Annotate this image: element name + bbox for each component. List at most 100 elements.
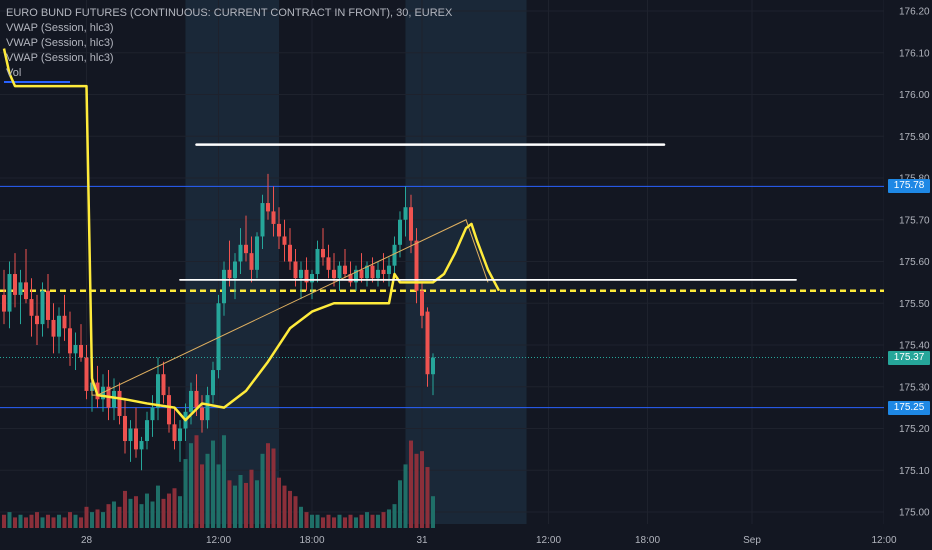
candle-body (194, 390, 199, 408)
volume-bar (370, 514, 375, 528)
candle-body (299, 269, 303, 279)
candle-body (35, 315, 39, 325)
candle-body (211, 370, 215, 396)
indicator-vwap-2[interactable]: VWAP (Session, hlc3) (6, 37, 114, 49)
volume-bar (84, 506, 89, 528)
volume-bar (304, 512, 309, 528)
candle-body (282, 236, 287, 245)
candle-body (348, 274, 353, 283)
candle-body (112, 390, 116, 408)
volume-bar (315, 514, 320, 528)
volume-bar (387, 509, 391, 528)
time-tick-label: 12:00 (536, 535, 561, 546)
symbol-title[interactable]: EURO BUND FUTURES (CONTINUOUS: CURRENT C… (6, 7, 453, 19)
volume-bar (326, 514, 331, 528)
candle-body (354, 269, 358, 283)
volume-bar (431, 496, 435, 528)
volume-bar (403, 464, 408, 528)
volume-bar (2, 514, 6, 528)
volume-bar (194, 435, 199, 528)
vwap-lines (2, 48, 501, 422)
volume-bar (354, 517, 358, 528)
volume-bar (172, 488, 177, 528)
candle-body (277, 223, 281, 237)
price-tick-label: 175.00 (899, 508, 930, 519)
indicator-vwap-3[interactable]: VWAP (Session, hlc3) (6, 52, 114, 64)
candle-body (222, 269, 226, 304)
volume-bar (211, 440, 215, 528)
price-tick-label: 175.40 (899, 341, 930, 352)
volume-bar (277, 477, 281, 528)
price-tick-label: 175.70 (899, 215, 930, 226)
candle-body (370, 265, 375, 279)
volume-bar (112, 501, 116, 528)
candle-body (189, 390, 193, 412)
price-tick-label: 175.90 (899, 132, 930, 143)
indicator-vwap-1[interactable]: VWAP (Session, hlc3) (6, 22, 114, 34)
price-tag: 175.78 (888, 179, 930, 194)
candle-body (172, 424, 177, 442)
volume-bars (2, 435, 435, 528)
candle-body (337, 265, 342, 279)
candle-body (420, 290, 424, 316)
volume-bar (73, 514, 78, 528)
volume-bar (18, 514, 23, 528)
candle-body (73, 345, 78, 354)
volume-bar (46, 514, 50, 528)
volume-bar (13, 517, 17, 528)
volume-bar (392, 504, 397, 528)
volume-bar (293, 496, 298, 528)
volume-bar (51, 517, 56, 528)
candle-body (398, 219, 402, 245)
candle-body (128, 428, 133, 442)
volume-bar (117, 506, 122, 528)
volume-bar (134, 496, 138, 528)
candle-body (145, 420, 149, 442)
volume-bar (244, 482, 248, 528)
volume-bar (255, 480, 259, 528)
candle-body (216, 303, 221, 371)
volume-bar (420, 451, 424, 528)
candle-body (13, 274, 17, 295)
volume-bar (7, 512, 12, 528)
volume-bar (222, 435, 226, 528)
volume-bar (35, 512, 39, 528)
price-axis[interactable]: 175.00 175.10 175.20 175.30 175.40 175.50 175.… (884, 0, 932, 550)
candle-body (244, 244, 248, 254)
candle-body (46, 290, 50, 320)
volume-bar (409, 440, 413, 528)
price-tick-label: 175.10 (899, 466, 930, 477)
volume-bar (156, 485, 160, 528)
time-tick-label: Sep (743, 535, 761, 546)
candle-body (403, 207, 408, 220)
candle-body (271, 211, 276, 224)
candle-body (238, 244, 243, 262)
volume-bar (68, 512, 72, 528)
volume-bar (101, 512, 105, 528)
candle-body (409, 207, 413, 241)
volume-bar (425, 467, 430, 528)
time-tick-label: 28 (81, 535, 93, 546)
price-tag: 175.37 (888, 350, 930, 365)
indicator-volume[interactable]: Vol (6, 67, 22, 79)
candle-body (7, 274, 12, 312)
price-tick-label: 176.20 (899, 7, 930, 18)
price-tick-label: 176.00 (899, 90, 930, 101)
candle-body (343, 265, 347, 275)
volume-bar (238, 475, 243, 528)
candle-body (18, 282, 23, 295)
price-tick-label: 175.80 (899, 174, 930, 185)
candle-body (84, 357, 89, 391)
time-tick-label: 31 (416, 535, 428, 546)
volume-bar (183, 459, 188, 528)
price-tick-label: 175.20 (899, 424, 930, 435)
candle-body (200, 407, 204, 421)
candle-body (255, 236, 259, 270)
volume-bar (205, 453, 210, 528)
candle-body (134, 428, 138, 450)
time-tick-label: 12:00 (206, 535, 231, 546)
vwap-line (2, 48, 501, 422)
